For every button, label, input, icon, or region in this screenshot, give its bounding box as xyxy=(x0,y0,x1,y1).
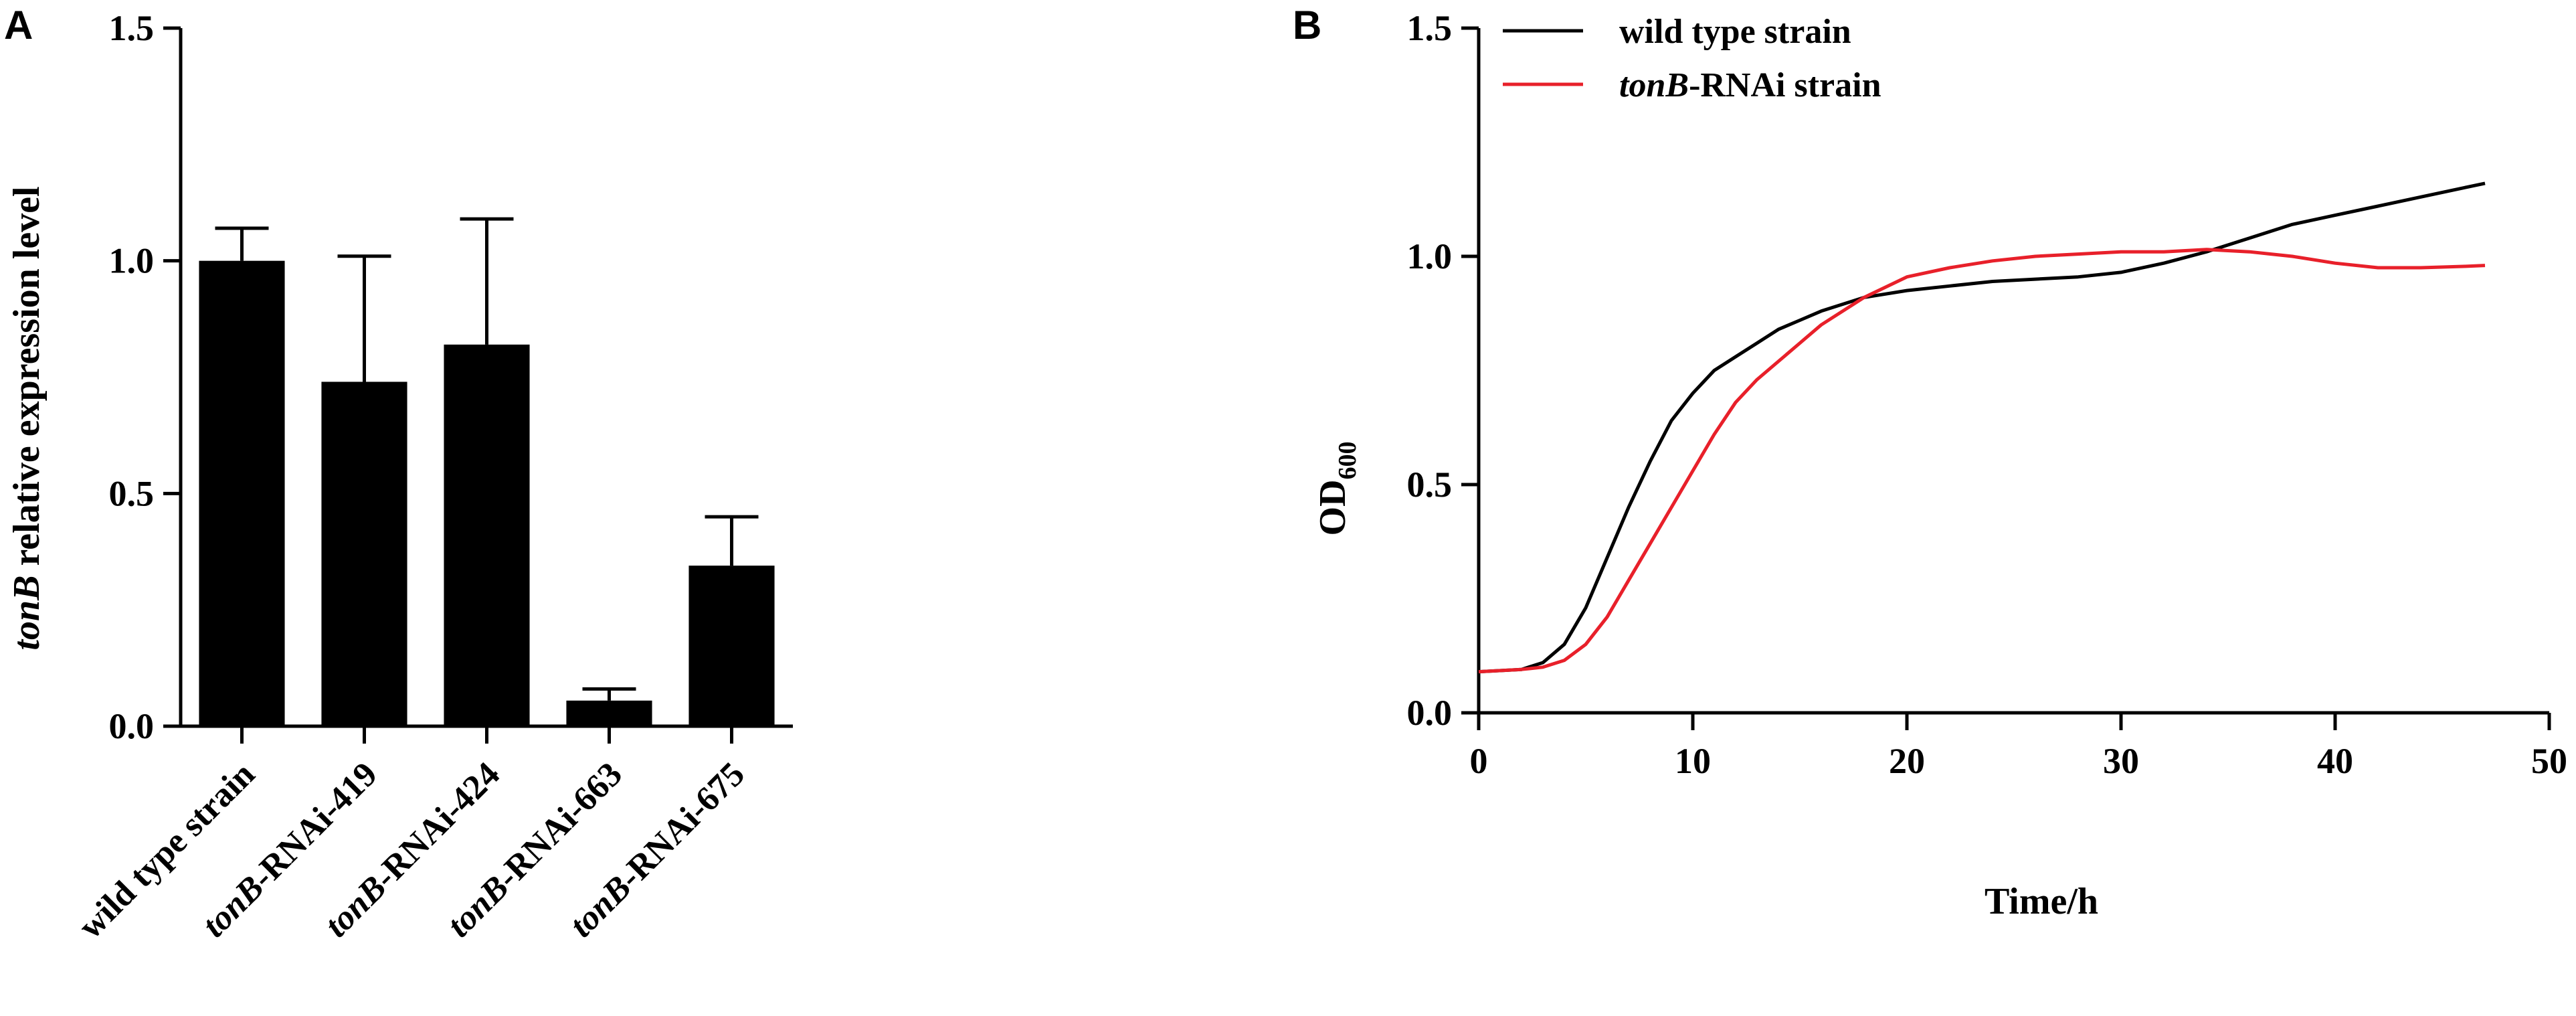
panel-b-x-ticks: 0 10 20 30 40 50 xyxy=(1470,713,2567,781)
panel-b-x-tick-label: 30 xyxy=(2103,741,2139,781)
panel-a-y-ticks: 0.0 0.5 1.0 1.5 xyxy=(109,8,181,746)
panel-a-y-tick-label: 1.5 xyxy=(109,8,155,48)
panel-b-axes xyxy=(1477,28,2549,715)
panel-b-x-tick-label: 40 xyxy=(2317,741,2353,781)
panel-a-category-label-rest: -RNAi-675 xyxy=(612,755,752,896)
panel-b-y-axis-title: OD600 xyxy=(1312,442,1362,536)
panel-b-x-tick-label: 20 xyxy=(1889,741,1925,781)
panel-a-y-tick-label: 0.5 xyxy=(109,473,155,513)
legend-label-tonb-rnai-rest: -RNAi strain xyxy=(1689,66,1881,104)
legend-label-tonb-rnai: tonB-RNAi strain xyxy=(1619,66,1881,104)
series-line-tonb-rnai xyxy=(1478,248,2486,674)
panel-a-bar xyxy=(321,382,407,726)
panel-b-y-axis-title-main: OD xyxy=(1312,480,1354,536)
panel-b-y-tick-label: 0.0 xyxy=(1407,693,1453,733)
panel-b-letter: B xyxy=(1293,3,1321,48)
panel-a-bar xyxy=(688,566,775,726)
panel-a-bar xyxy=(444,344,530,726)
panel-a-y-axis-title: tonB relative expression level xyxy=(6,186,48,650)
panel-b-x-tick-label: 10 xyxy=(1675,741,1711,781)
panel-a-y-axis-title-italic: tonB xyxy=(6,576,48,651)
panel-a-y-tick-label: 1.0 xyxy=(109,241,155,281)
panel-b-series-lines xyxy=(1478,181,2486,674)
panel-a-letter: A xyxy=(4,3,33,48)
panel-a-bar-chart: A tonB relative expression level 0.0 0.5 1… xyxy=(4,3,793,946)
series-line-wild-type xyxy=(1478,181,2486,674)
panel-b-x-tick-label: 0 xyxy=(1470,741,1488,781)
panel-b-y-axis-title-sub: 600 xyxy=(1333,442,1362,480)
panel-a-category-labels: wild type straintonB-RNAi-419tonB-RNAi-4… xyxy=(72,726,752,946)
panel-b-legend: wild type strain tonB-RNAi strain xyxy=(1503,13,1881,104)
panel-b-x-tick-label: 50 xyxy=(2531,741,2567,781)
panel-a-error-bars xyxy=(215,217,759,701)
panel-b-y-tick-label: 0.5 xyxy=(1407,464,1453,505)
panel-a-bars xyxy=(199,260,775,727)
panel-b-y-tick-label: 1.0 xyxy=(1407,236,1453,276)
panel-a-bar xyxy=(199,260,285,727)
panel-a-bar xyxy=(566,700,652,726)
legend-label-wild-type: wild type strain xyxy=(1619,13,1851,51)
panel-b-x-axis-title: Time/h xyxy=(1985,881,2098,922)
legend-label-wild-type-rest: wild type strain xyxy=(1619,13,1851,51)
panel-b-y-tick-label: 1.5 xyxy=(1407,8,1453,48)
panel-b-y-ticks: 0.0 0.5 1.0 1.5 xyxy=(1407,8,1479,733)
legend-label-tonb-rnai-italic: tonB xyxy=(1619,66,1689,104)
panel-a-y-axis-title-rest: relative expression level xyxy=(6,186,48,575)
panel-b-line-chart: B OD600 Time/h 0.00.51.01.5 0 10 20 30 40 50 … xyxy=(1293,3,2567,922)
panel-a-y-tick-label: 0.0 xyxy=(109,706,155,746)
